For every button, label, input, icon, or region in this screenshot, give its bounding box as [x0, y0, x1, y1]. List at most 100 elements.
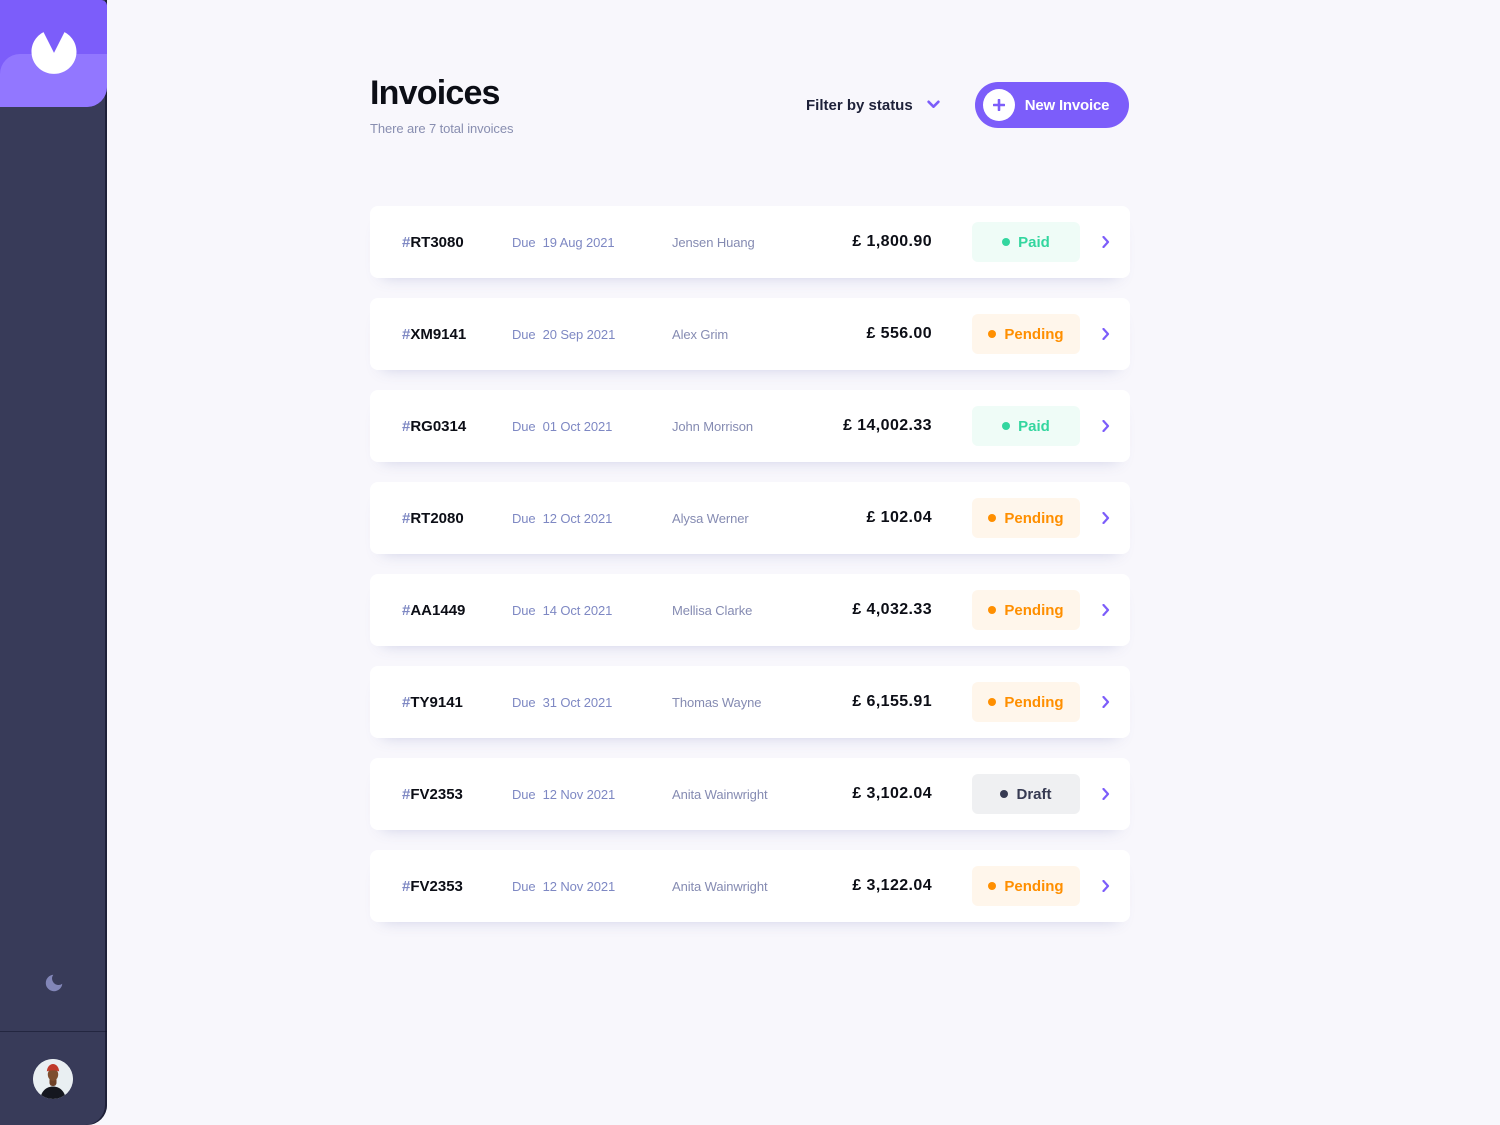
- status-label: Paid: [1018, 417, 1050, 435]
- due-label: Due: [512, 694, 536, 710]
- status-dot-icon: [988, 606, 997, 614]
- status-dot-icon: [988, 882, 997, 890]
- page-header: Invoices There are 7 total invoices: [370, 74, 513, 136]
- status-badge: Pending: [972, 682, 1080, 722]
- invoice-amount: £ 102.04: [866, 509, 932, 526]
- invoice-id-hash: #: [402, 417, 411, 435]
- invoice-id-hash: #: [402, 509, 411, 527]
- invoice-row[interactable]: #RG0314 Due 01 Oct 2021 John Morrison £ …: [370, 390, 1130, 462]
- invoice-id-hash: #: [402, 325, 411, 343]
- chevron-down-icon: [927, 96, 940, 114]
- invoice-row[interactable]: #FV2353 Due 12 Nov 2021 Anita Wainwright…: [370, 850, 1130, 922]
- invoice-id-number: FV2353: [410, 877, 463, 895]
- invoice-id-number: RG0314: [410, 417, 467, 435]
- invoice-client-name: John Morrison: [672, 418, 754, 434]
- invoice-row[interactable]: #TY9141 Due 31 Oct 2021 Thomas Wayne £ 6…: [370, 666, 1130, 738]
- invoice-client-name: Alex Grim: [672, 326, 729, 342]
- invoice-id-number: FV2353: [410, 785, 463, 803]
- sidebar: [0, 0, 107, 1125]
- invoice-client-name: Anita Wainwright: [672, 878, 768, 894]
- invoice-row[interactable]: #FV2353 Due 12 Nov 2021 Anita Wainwright…: [370, 758, 1130, 830]
- chevron-right-icon: [1102, 696, 1110, 708]
- invoice-client-name: Mellisa Clarke: [672, 602, 753, 618]
- invoice-id-hash: #: [402, 877, 411, 895]
- invoice-id-number: RT2080: [410, 509, 464, 527]
- due-date-value: 12 Nov 2021: [542, 786, 616, 802]
- status-label: Pending: [1004, 509, 1064, 527]
- chevron-right-icon: [1102, 420, 1110, 432]
- invoice-id-number: AA1449: [410, 601, 466, 619]
- invoice-amount: £ 6,155.91: [852, 693, 932, 710]
- page-title: Invoices: [370, 74, 500, 112]
- due-date-value: 01 Oct 2021: [542, 418, 613, 434]
- invoice-id-number: RT3080: [410, 233, 464, 251]
- invoice-amount: £ 1,800.90: [852, 233, 932, 250]
- invoice-id: #FV2353: [402, 878, 512, 895]
- invoice-row[interactable]: #AA1449 Due 14 Oct 2021 Mellisa Clarke £…: [370, 574, 1130, 646]
- invoice-client-name: Jensen Huang: [672, 234, 755, 250]
- invoice-row[interactable]: #RT2080 Due 12 Oct 2021 Alysa Werner £ 1…: [370, 482, 1130, 554]
- app-logo-arrow-icon: [31, 32, 76, 79]
- invoice-due-date: Due 31 Oct 2021: [512, 695, 672, 710]
- due-date-value: 12 Oct 2021: [542, 510, 613, 526]
- due-label: Due: [512, 234, 536, 250]
- new-invoice-button[interactable]: New Invoice: [975, 82, 1129, 128]
- status-dot-icon: [1000, 790, 1009, 798]
- status-badge: Pending: [972, 590, 1080, 630]
- due-date-value: 19 Aug 2021: [542, 234, 615, 250]
- moon-icon: [43, 972, 65, 999]
- invoice-id: #FV2353: [402, 786, 512, 803]
- invoice-due-date: Due 19 Aug 2021: [512, 235, 672, 250]
- invoice-client-name: Anita Wainwright: [672, 786, 768, 802]
- invoice-due-date: Due 12 Nov 2021: [512, 787, 672, 802]
- invoice-id-number: XM9141: [410, 325, 467, 343]
- chevron-right-icon: [1102, 880, 1110, 892]
- status-badge: Pending: [972, 866, 1080, 906]
- due-label: Due: [512, 602, 536, 618]
- invoice-amount: £ 14,002.33: [843, 417, 932, 434]
- status-badge: Paid: [972, 222, 1080, 262]
- invoice-list: #RT3080 Due 19 Aug 2021 Jensen Huang £ 1…: [370, 206, 1130, 942]
- status-label: Draft: [1016, 785, 1052, 803]
- chevron-right-icon: [1102, 788, 1110, 800]
- due-label: Due: [512, 418, 536, 434]
- status-badge: Pending: [972, 314, 1080, 354]
- status-badge: Paid: [972, 406, 1080, 446]
- invoice-amount: £ 4,032.33: [852, 601, 932, 618]
- status-label: Pending: [1004, 601, 1064, 619]
- avatar-image: [33, 1059, 73, 1099]
- new-invoice-label: New Invoice: [1024, 96, 1110, 114]
- invoice-id: #TY9141: [402, 694, 512, 711]
- due-label: Due: [512, 786, 536, 802]
- chevron-right-icon: [1102, 512, 1110, 524]
- due-date-value: 14 Oct 2021: [542, 602, 613, 618]
- invoice-id-hash: #: [402, 693, 411, 711]
- invoice-id-hash: #: [402, 785, 411, 803]
- status-badge: Pending: [972, 498, 1080, 538]
- due-label: Due: [512, 510, 536, 526]
- invoice-amount: £ 556.00: [866, 325, 932, 342]
- app-logo[interactable]: [0, 0, 107, 107]
- due-label: Due: [512, 326, 536, 342]
- invoice-client-name: Alysa Werner: [672, 510, 749, 526]
- invoice-row[interactable]: #XM9141 Due 20 Sep 2021 Alex Grim £ 556.…: [370, 298, 1130, 370]
- plus-icon: [983, 89, 1015, 121]
- user-avatar[interactable]: [33, 1059, 73, 1099]
- status-label: Pending: [1004, 877, 1064, 895]
- invoice-id-hash: #: [402, 601, 411, 619]
- due-date-value: 12 Nov 2021: [542, 878, 616, 894]
- invoice-id-hash: #: [402, 233, 411, 251]
- filter-by-status-dropdown[interactable]: Filter by status: [806, 96, 940, 114]
- invoice-row[interactable]: #RT3080 Due 19 Aug 2021 Jensen Huang £ 1…: [370, 206, 1130, 278]
- status-dot-icon: [988, 514, 997, 522]
- status-label: Pending: [1004, 325, 1064, 343]
- chevron-right-icon: [1102, 328, 1110, 340]
- sidebar-divider: [0, 1031, 107, 1032]
- theme-toggle[interactable]: [0, 972, 107, 999]
- invoice-id: #RG0314: [402, 418, 512, 435]
- chevron-right-icon: [1102, 604, 1110, 616]
- status-badge: Draft: [972, 774, 1080, 814]
- invoice-id: #AA1449: [402, 602, 512, 619]
- invoice-due-date: Due 01 Oct 2021: [512, 419, 672, 434]
- invoice-id-number: TY9141: [410, 693, 463, 711]
